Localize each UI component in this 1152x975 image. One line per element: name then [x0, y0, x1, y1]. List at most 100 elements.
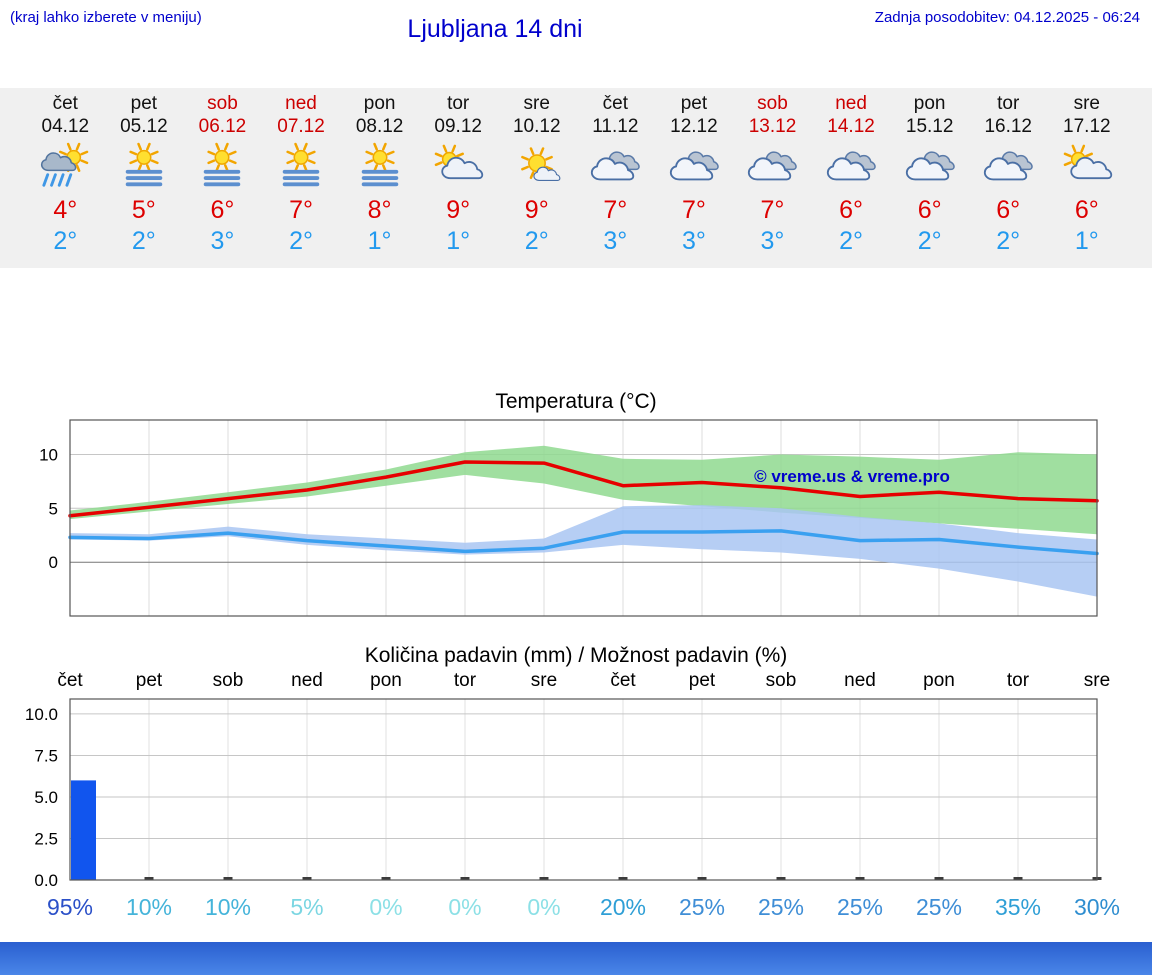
day-icon-wrap [655, 140, 734, 194]
temp-ytick-label: 10 [39, 446, 58, 465]
day-max-temp: 7° [760, 196, 785, 224]
max-temperature-line [68, 460, 1099, 518]
mostly-sun-icon [520, 147, 561, 181]
day-name: pon [363, 93, 396, 114]
day-date: 05.12 [120, 116, 168, 137]
precip-day-label: pet [688, 670, 716, 691]
precip-probability: 25% [757, 894, 805, 920]
day-min-temp: 3° [760, 227, 785, 255]
cloudy-icon [826, 151, 876, 181]
day-date: 13.12 [748, 116, 797, 137]
precip-day-labels: čet pet sob ned pon tor sre čet pet sob ned pon tor s… [0, 670, 1152, 696]
precip-probability: 0% [527, 894, 561, 920]
day-name: sre [523, 93, 550, 114]
day-icon-wrap [183, 140, 262, 194]
day-icon-wrap [1048, 140, 1127, 194]
day-icon-wrap [497, 140, 576, 194]
day-icon-wrap [812, 140, 891, 194]
precip-day-label: pon [923, 670, 955, 691]
cloudy-icon [984, 151, 1034, 181]
precip-probabilities: 95% 10% 10% 5% 0% 0% 0% 20% 25% 25% 25% 25% 35% 30% [0, 894, 1152, 926]
precip-ytick-label: 10.0 [25, 705, 58, 724]
precip-day-label: sre [530, 670, 558, 691]
precip-probability: 0% [448, 894, 482, 920]
temperature-chart-title: Temperatura (°C) [495, 390, 657, 413]
precip-probability: 5% [290, 894, 324, 920]
day-icon-wrap [969, 140, 1048, 194]
cloudy-icon [591, 151, 641, 181]
day-date: 07.12 [277, 116, 325, 137]
zero-precip-mark [381, 877, 391, 880]
day-min-temp: 3° [210, 227, 235, 255]
precip-ytick-label: 7.5 [34, 747, 58, 766]
day-date: 16.12 [984, 116, 1032, 137]
day-icon-wrap [262, 140, 341, 194]
forecast-day: sre 10.12 9° 2° [497, 88, 576, 268]
day-max-temp: 7° [289, 196, 313, 224]
page-title: Ljubljana 14 dni [407, 15, 583, 43]
sun-fog-icon [125, 142, 163, 187]
day-name: sre [1073, 93, 1100, 114]
precip-day-label: tor [453, 670, 477, 691]
day-min-temp: 2° [917, 227, 942, 255]
watermark-link[interactable]: © vreme.us & vreme.pro [754, 467, 950, 486]
day-date: 06.12 [198, 116, 247, 137]
day-date: 08.12 [355, 116, 404, 137]
temperature-chart: 0 5 10 © vreme.us & vreme.pro [39, 419, 1099, 617]
day-name: tor [447, 93, 470, 114]
day-name: tor [997, 93, 1020, 114]
precip-bar [71, 780, 96, 880]
day-max-temp: 5° [131, 196, 156, 224]
precip-probability: 25% [836, 894, 884, 920]
day-name: ned [285, 93, 317, 114]
zero-precip-mark [302, 877, 312, 880]
day-date: 12.12 [670, 116, 718, 137]
day-max-temp: 6° [210, 196, 235, 224]
day-icon-wrap [733, 140, 812, 194]
forecast-day: ned 14.12 6° 2° [812, 88, 891, 268]
min-temperature-range-band [70, 505, 1097, 597]
precip-probability: 35% [994, 894, 1042, 920]
menu-hint: (kraj lahko izberete v meniju) [10, 9, 202, 26]
precip-probability: 30% [1073, 894, 1121, 920]
day-min-temp: 2° [53, 227, 78, 255]
zero-precip-mark [776, 877, 786, 880]
zero-precip-mark [697, 877, 707, 880]
forecast-day: pet 05.12 5° 2° [105, 88, 184, 268]
day-name: čet [602, 93, 629, 114]
precip-probability: 20% [599, 894, 647, 920]
precip-day-label: pon [370, 670, 402, 691]
day-date: 15.12 [905, 116, 954, 137]
day-max-temp: 6° [996, 196, 1021, 224]
forecast-day: pon 08.12 8° 1° [340, 88, 419, 268]
cloudy-icon [905, 151, 955, 181]
temp-ytick-label: 0 [49, 553, 58, 572]
day-name: sob [207, 93, 238, 114]
min-temperature-line [68, 529, 1099, 556]
precip-chart-title: Količina padavin (mm) / Možnost padavin … [364, 644, 788, 667]
day-date: 17.12 [1063, 116, 1111, 137]
precip-day-label: sob [212, 670, 244, 691]
day-date: 14.12 [827, 116, 875, 137]
precip-probability: 10% [125, 894, 173, 920]
day-min-temp: 2° [839, 227, 864, 255]
cloudy-icon [748, 151, 798, 181]
forecast-day: tor 09.12 9° 1° [419, 88, 498, 268]
sun-fog-icon [204, 142, 241, 187]
forecast-day: sob 13.12 7° 3° [733, 88, 812, 268]
last-update-label: Zadnja posodobitev: 04.12.2025 - 06:24 [874, 9, 1140, 26]
forecast-day: tor 16.12 6° 2° [969, 88, 1048, 268]
day-min-temp: 2° [131, 227, 156, 255]
day-name: ned [835, 93, 867, 114]
day-max-temp: 4° [53, 196, 78, 224]
precip-day-label: čet [57, 670, 83, 691]
day-max-temp: 8° [367, 196, 392, 224]
precip-day-label: čet [610, 670, 636, 691]
precip-ytick-label: 0.0 [34, 871, 58, 888]
day-min-temp: 3° [603, 227, 628, 255]
day-date: 09.12 [434, 116, 482, 137]
sun-cloud-icon [1063, 144, 1112, 180]
precipitation-chart: 0.0 2.5 5.0 7.5 10.0 [25, 698, 1102, 888]
precip-probability: 95% [46, 894, 94, 920]
day-name: čet [52, 93, 78, 114]
